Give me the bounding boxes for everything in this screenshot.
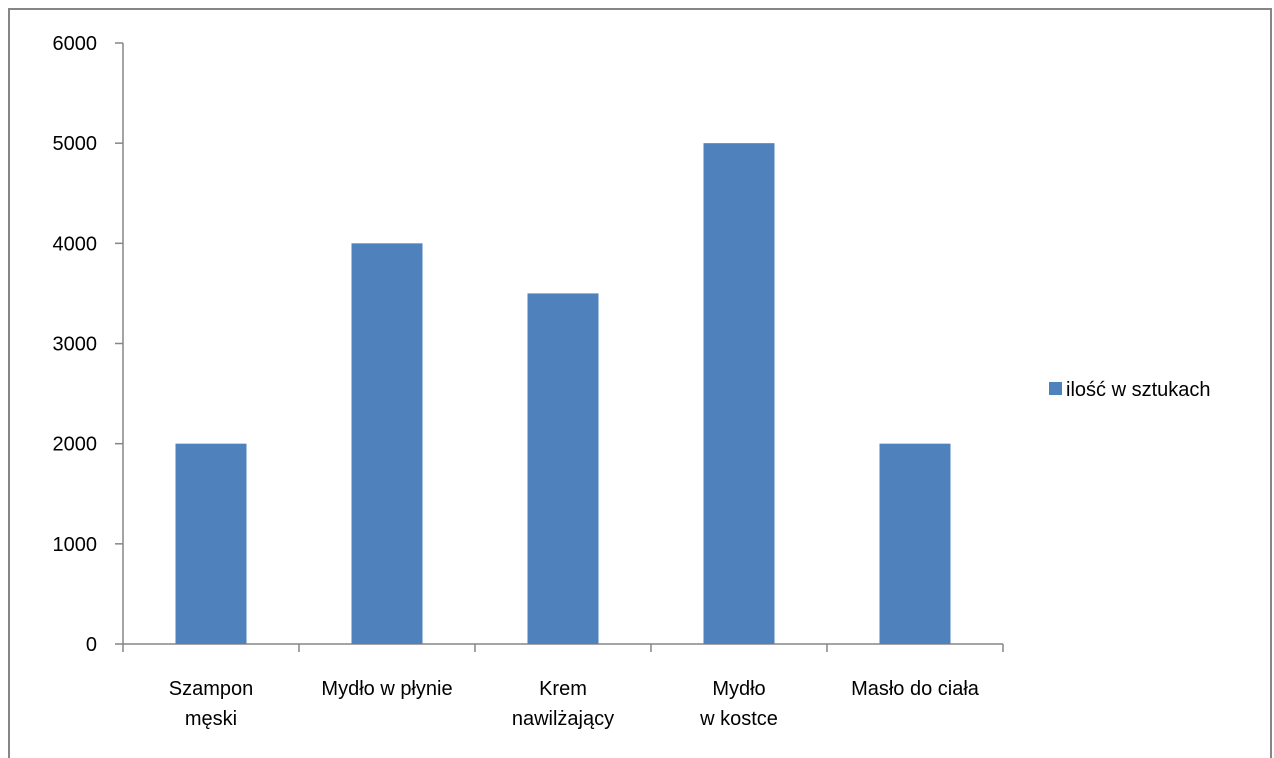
x-category-label: Masło do ciała: [851, 678, 980, 700]
y-axis: 0 1000 2000 3000 4000 5000 6000: [53, 33, 124, 656]
x-category-label: Krem: [539, 678, 587, 700]
x-category-label: Mydło w płynie: [321, 678, 452, 700]
bar: [527, 293, 599, 644]
y-tick-label: 1000: [53, 534, 98, 556]
legend: ilość w sztukach: [1049, 379, 1211, 401]
y-tick-label: 3000: [53, 334, 98, 356]
y-tick-label: 6000: [53, 33, 98, 55]
legend-swatch: [1049, 382, 1062, 395]
y-tick-label: 5000: [53, 133, 98, 155]
bar: [879, 443, 951, 644]
chart-frame: [8, 8, 1272, 758]
bar: [351, 243, 423, 645]
bar: [703, 143, 775, 644]
x-category-label: męski: [185, 708, 237, 730]
bars: [175, 143, 951, 645]
y-tick-label: 4000: [53, 233, 98, 255]
x-axis: [122, 643, 1004, 652]
bar: [175, 443, 247, 644]
x-category-label: Szampon: [169, 678, 254, 700]
category-labels: Szampon męski Mydło w płynie Krem nawilżając…: [169, 678, 980, 730]
x-category-label: nawilżający: [512, 708, 614, 730]
y-tick-label: 0: [86, 634, 97, 656]
legend-label: ilość w sztukach: [1066, 379, 1211, 401]
y-tick-label: 2000: [53, 434, 98, 456]
x-category-label: Mydło: [712, 678, 765, 700]
x-category-label: w kostce: [699, 708, 778, 730]
